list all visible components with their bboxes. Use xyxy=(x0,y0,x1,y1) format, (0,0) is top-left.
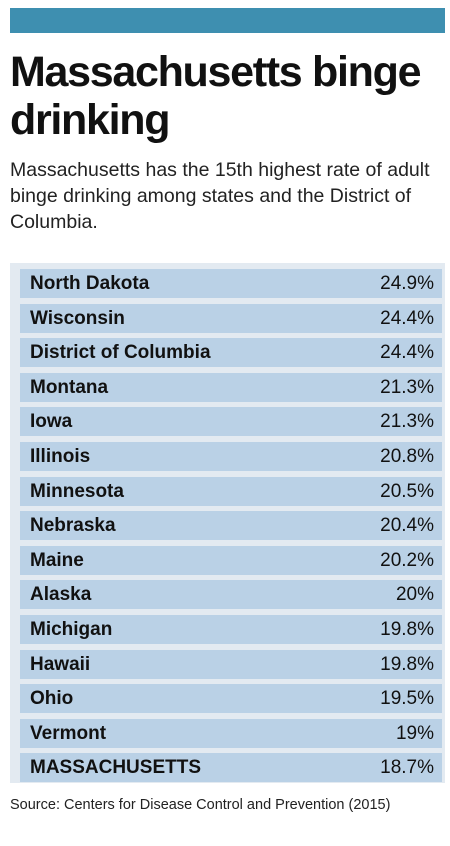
chart-title: Massachusetts binge drinking xyxy=(10,48,422,144)
table-row: Wisconsin 24.4% xyxy=(20,303,442,333)
state-name: Nebraska xyxy=(30,515,116,537)
rate-value: 19.8% xyxy=(380,619,434,640)
rate-value: 19.8% xyxy=(380,653,434,675)
state-name: Minnesota xyxy=(30,480,124,502)
data-table: North Dakota 24.9% Wisconsin 24.4% District … xyxy=(10,263,445,783)
table-row: Maine 20.2% xyxy=(20,545,442,575)
table-row: Montana 21.3% xyxy=(20,372,442,402)
table-row: Michigan 19.8% xyxy=(20,615,442,644)
table-row: Illinois 20.8% xyxy=(20,442,442,471)
rate-value: 21.3% xyxy=(380,411,434,433)
table-row: North Dakota 24.9% xyxy=(20,269,442,298)
header-bar xyxy=(10,8,445,33)
table-row: Iowa 21.3% xyxy=(20,407,442,437)
state-name: Vermont xyxy=(30,722,107,744)
table-row: Nebraska 20.4% xyxy=(20,511,442,541)
chart-subtitle: Massachusetts has the 15th highest rate … xyxy=(10,159,430,233)
table-row: Alaska 20% xyxy=(20,580,442,610)
rate-value: 19.5% xyxy=(380,688,434,710)
state-name: Hawaii xyxy=(30,653,91,675)
rate-value: 19% xyxy=(395,722,434,744)
rate-value: 18.7% xyxy=(380,757,434,779)
state-name: North Dakota xyxy=(30,273,150,294)
rate-value: 20.8% xyxy=(380,446,434,467)
rate-value: 20% xyxy=(395,584,434,606)
table-row: Ohio 19.5% xyxy=(20,684,442,714)
table-row: Hawaii 19.8% xyxy=(20,649,442,679)
state-name: Alaska xyxy=(30,584,92,606)
rate-value: 24.4% xyxy=(380,307,434,329)
rate-value: 24.9% xyxy=(380,273,434,294)
state-name: Michigan xyxy=(30,619,113,640)
state-name: Wisconsin xyxy=(30,307,125,329)
source-note: Source: Centers for Disease Control and … xyxy=(10,797,391,813)
state-name: Illinois xyxy=(30,446,91,467)
table-row: MASSACHUSETTS 18.7% xyxy=(20,753,442,783)
state-name: Iowa xyxy=(30,411,73,433)
table-row: District of Columbia 24.4% xyxy=(20,338,442,368)
rate-value: 20.4% xyxy=(380,515,434,537)
state-name: District of Columbia xyxy=(30,342,211,364)
table-row: Vermont 19% xyxy=(20,718,442,748)
state-name: Montana xyxy=(30,376,109,398)
rate-value: 24.4% xyxy=(380,342,434,364)
rate-value: 21.3% xyxy=(380,376,434,398)
state-name: Maine xyxy=(30,549,84,571)
state-name: Ohio xyxy=(30,688,74,710)
rate-value: 20.2% xyxy=(380,549,434,571)
state-name: MASSACHUSETTS xyxy=(30,757,202,779)
rate-value: 20.5% xyxy=(380,480,434,502)
table-row: Minnesota 20.5% xyxy=(20,476,442,506)
